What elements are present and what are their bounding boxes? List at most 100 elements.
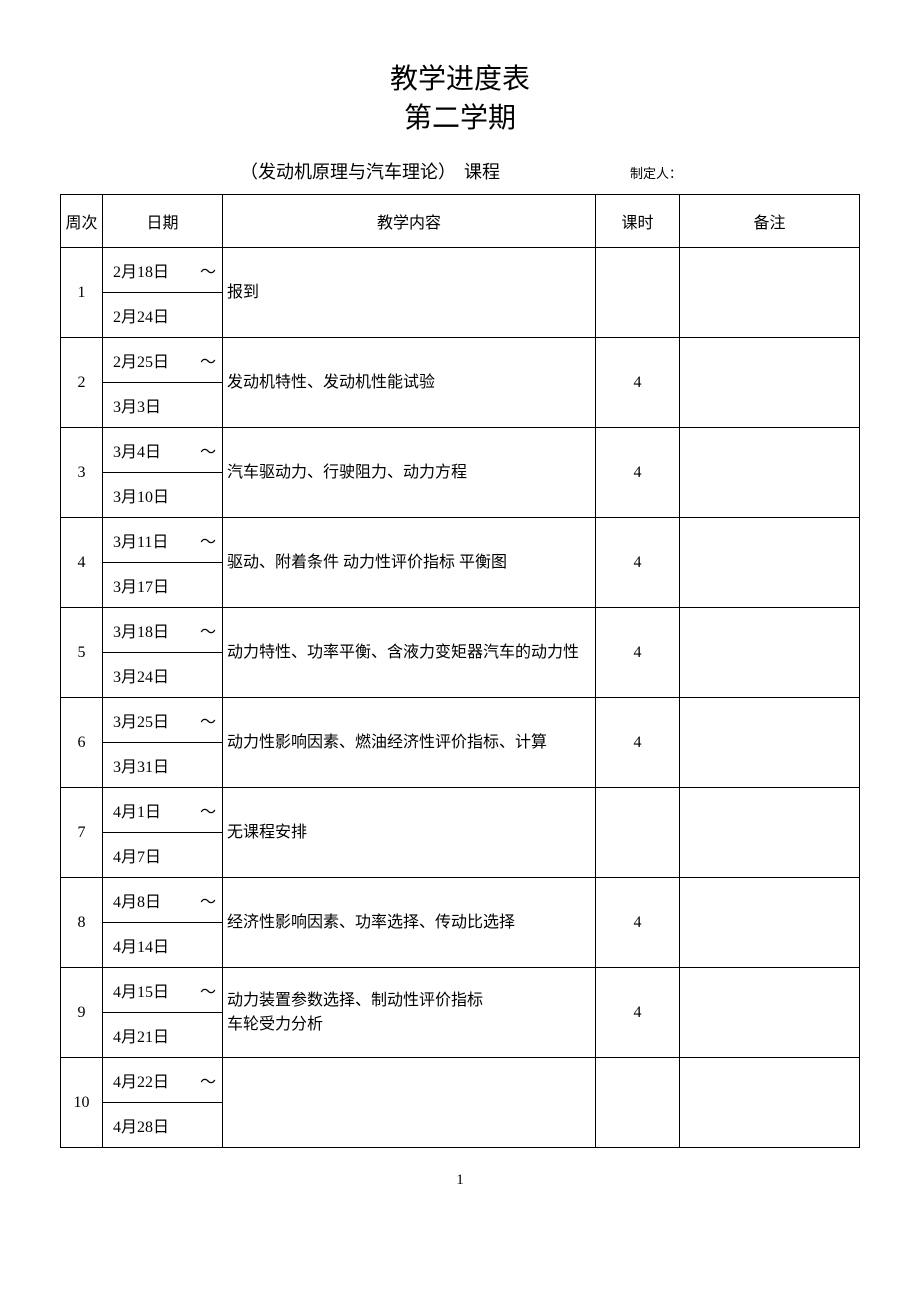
notes-cell (680, 248, 860, 338)
header-hours: 课时 (596, 195, 680, 248)
date-to-cell: 3月17日 (103, 563, 223, 608)
date-from-cell: 4月1日 ～ (103, 788, 223, 833)
tilde-icon: ～ (200, 258, 216, 282)
hours-cell: 4 (596, 518, 680, 608)
week-cell: 7 (61, 788, 103, 878)
table-row: 74月1日～无课程安排 (61, 788, 860, 833)
table-row: 43月11日～驱动、附着条件 动力性评价指标 平衡图4 (61, 518, 860, 563)
table-row: 104月22日～ (61, 1058, 860, 1103)
tilde-icon: ～ (200, 618, 216, 642)
week-cell: 3 (61, 428, 103, 518)
date-from-text: 4月8日 (113, 894, 161, 911)
date-to-cell: 3月24日 (103, 653, 223, 698)
date-to-cell: 2月24日 (103, 293, 223, 338)
content-cell: 报到 (223, 248, 596, 338)
table-row: 33月4日～汽车驱动力、行驶阻力、动力方程4 (61, 428, 860, 473)
header-date: 日期 (103, 195, 223, 248)
date-from-text: 3月4日 (113, 444, 161, 461)
date-from-cell: 3月11日 ～ (103, 518, 223, 563)
date-from-cell: 4月8日 ～ (103, 878, 223, 923)
date-from-cell: 3月4日 ～ (103, 428, 223, 473)
course-label: 课程 (464, 158, 500, 184)
hours-cell: 4 (596, 968, 680, 1058)
date-from-text: 4月15日 (113, 984, 169, 1001)
tilde-icon: ～ (200, 438, 216, 462)
date-from-cell: 2月25日～ (103, 338, 223, 383)
date-to-cell: 4月28日 (103, 1103, 223, 1148)
date-from-cell: 2月18日 ～ (103, 248, 223, 293)
content-cell: 无课程安排 (223, 788, 596, 878)
hours-cell: 4 (596, 698, 680, 788)
date-to-cell: 3月10日 (103, 473, 223, 518)
date-to-cell: 4月21日 (103, 1013, 223, 1058)
tilde-icon: ～ (200, 528, 216, 552)
notes-cell (680, 878, 860, 968)
date-from-text: 3月18日 (113, 624, 169, 641)
tilde-icon: ～ (200, 1068, 216, 1092)
date-to-cell: 3月31日 (103, 743, 223, 788)
course-row: （发动机原理与汽车理论） 课程 制定人： (60, 158, 860, 184)
notes-cell (680, 788, 860, 878)
content-cell: 汽车驱动力、行驶阻力、动力方程 (223, 428, 596, 518)
date-to-cell: 4月14日 (103, 923, 223, 968)
table-row: 94月15日～动力装置参数选择、制动性评价指标车轮受力分析4 (61, 968, 860, 1013)
week-cell: 1 (61, 248, 103, 338)
date-from-text: 4月1日 (113, 804, 161, 821)
content-cell: 经济性影响因素、功率选择、传动比选择 (223, 878, 596, 968)
title-main: 教学进度表 (60, 60, 860, 99)
schedule-table: 周次 日期 教学内容 课时 备注 12月18日～报到2月24日22月25日～发动… (60, 194, 860, 1148)
page-number: 1 (60, 1172, 860, 1189)
content-cell: 驱动、附着条件 动力性评价指标 平衡图 (223, 518, 596, 608)
hours-cell: 4 (596, 878, 680, 968)
week-cell: 4 (61, 518, 103, 608)
tilde-icon: ～ (200, 978, 216, 1002)
table-row: 12月18日～报到 (61, 248, 860, 293)
content-cell: 动力装置参数选择、制动性评价指标车轮受力分析 (223, 968, 596, 1058)
table-row: 22月25日～发动机特性、发动机性能试验4 (61, 338, 860, 383)
content-cell: 发动机特性、发动机性能试验 (223, 338, 596, 428)
header-row: 周次 日期 教学内容 课时 备注 (61, 195, 860, 248)
date-from-text: 4月22日 (113, 1074, 169, 1091)
course-name: （发动机原理与汽车理论） (240, 158, 456, 184)
date-to-cell: 3月3日 (103, 383, 223, 428)
notes-cell (680, 1058, 860, 1148)
notes-cell (680, 608, 860, 698)
header-notes: 备注 (680, 195, 860, 248)
table-row: 63月25日～动力性影响因素、燃油经济性评价指标、计算4 (61, 698, 860, 743)
date-to-cell: 4月7日 (103, 833, 223, 878)
table-row: 84月8日～经济性影响因素、功率选择、传动比选择4 (61, 878, 860, 923)
week-cell: 6 (61, 698, 103, 788)
date-from-text: 3月25日 (113, 714, 169, 731)
table-body: 12月18日～报到2月24日22月25日～发动机特性、发动机性能试验43月3日3… (61, 248, 860, 1148)
hours-cell: 4 (596, 428, 680, 518)
date-from-cell: 3月25日 ～ (103, 698, 223, 743)
week-cell: 2 (61, 338, 103, 428)
tilde-icon: ～ (200, 888, 216, 912)
notes-cell (680, 968, 860, 1058)
hours-cell (596, 248, 680, 338)
notes-cell (680, 698, 860, 788)
content-cell: 动力特性、功率平衡、含液力变矩器汽车的动力性 (223, 608, 596, 698)
week-cell: 5 (61, 608, 103, 698)
title-block: 教学进度表 第二学期 (60, 60, 860, 138)
hours-cell (596, 1058, 680, 1148)
date-from-cell: 4月15日 ～ (103, 968, 223, 1013)
date-from-text: 3月11日 (113, 534, 168, 551)
hours-cell (596, 788, 680, 878)
title-semester: 第二学期 (60, 99, 860, 138)
date-from-cell: 4月22日 ～ (103, 1058, 223, 1103)
notes-cell (680, 428, 860, 518)
tilde-icon: ～ (200, 708, 216, 732)
date-from-text: 2月25日 (113, 354, 169, 371)
date-from-cell: 3月18日 ～ (103, 608, 223, 653)
hours-cell: 4 (596, 338, 680, 428)
header-week: 周次 (61, 195, 103, 248)
tilde-icon: ～ (200, 798, 216, 822)
date-from-text: 2月18日 (113, 264, 169, 281)
notes-cell (680, 518, 860, 608)
notes-cell (680, 338, 860, 428)
hours-cell: 4 (596, 608, 680, 698)
content-cell (223, 1058, 596, 1148)
table-row: 53月18日～动力特性、功率平衡、含液力变矩器汽车的动力性4 (61, 608, 860, 653)
maker-label: 制定人： (630, 163, 682, 182)
